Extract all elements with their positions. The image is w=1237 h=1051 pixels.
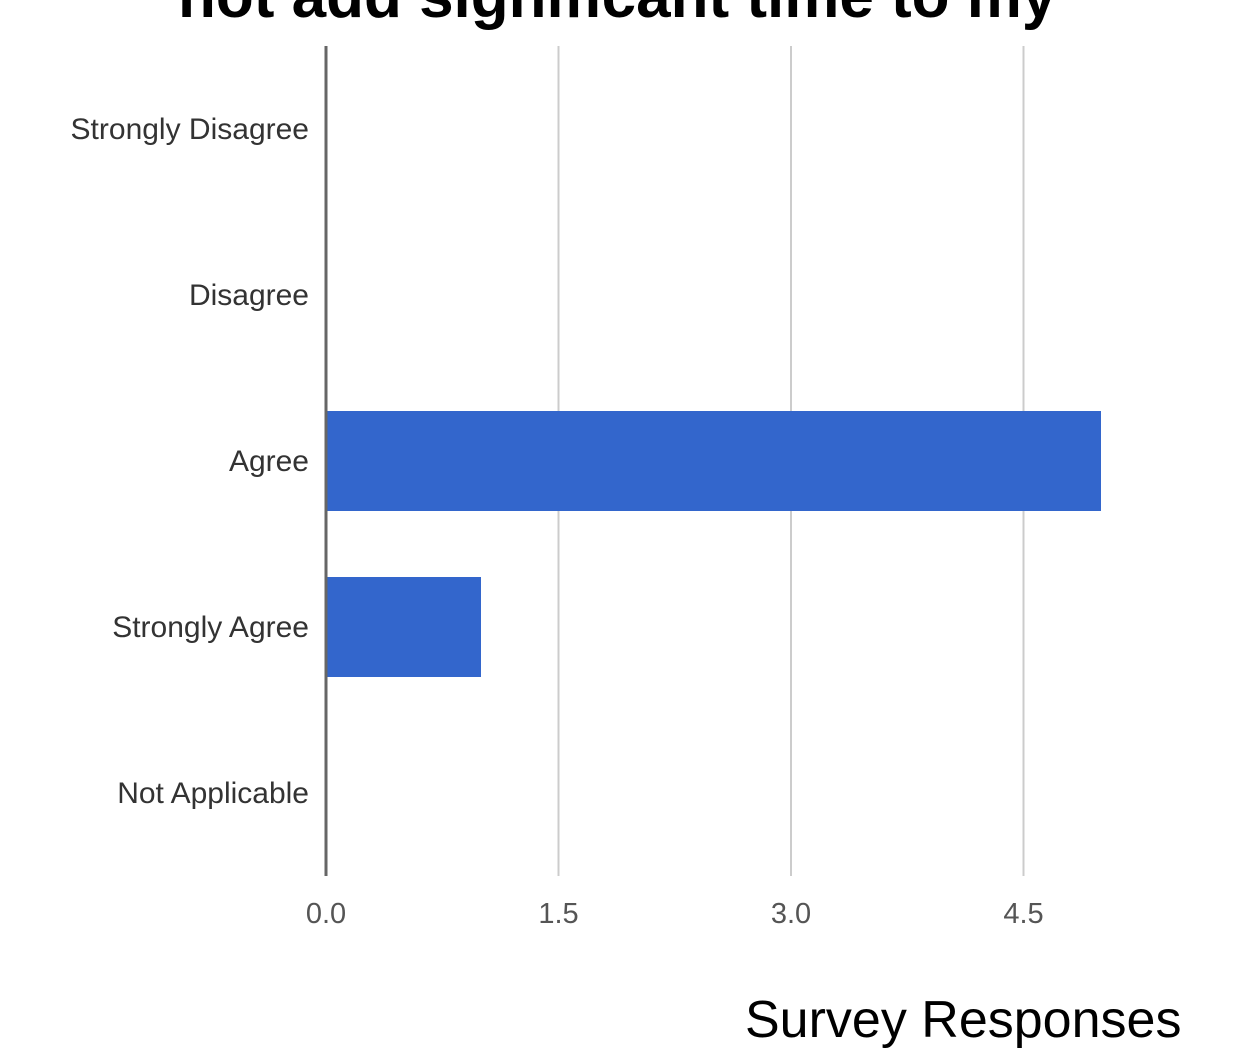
- category-label: Strongly Agree: [112, 611, 309, 644]
- tick-labels: 0.0 1.5 3.0 4.5: [306, 898, 1044, 930]
- footer-caption: Survey Responses: [745, 991, 1182, 1049]
- bar-chart: Strongly Disagree Disagree Agree Strongly A…: [71, 46, 1101, 930]
- category-label: Agree: [229, 445, 309, 478]
- category-labels: Strongly Disagree Disagree Agree Strongly A…: [71, 113, 309, 810]
- chart-title: not add significant time to my: [178, 0, 1056, 28]
- x-tick-label: 1.5: [538, 898, 578, 930]
- category-label: Strongly Disagree: [71, 113, 309, 146]
- bars: [326, 411, 1101, 677]
- bar: [326, 577, 481, 677]
- x-tick-label: 3.0: [771, 898, 811, 930]
- category-label: Not Applicable: [117, 777, 309, 810]
- x-tick-label: 0.0: [306, 898, 346, 930]
- category-label: Disagree: [189, 279, 309, 312]
- x-tick-label: 4.5: [1003, 898, 1043, 930]
- bar: [326, 411, 1101, 511]
